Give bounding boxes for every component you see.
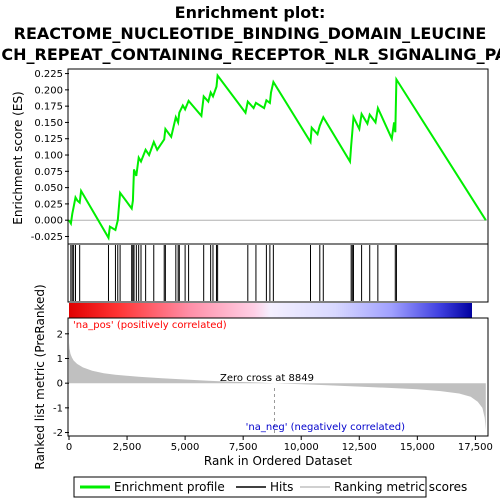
es-panel-frame	[67, 68, 489, 245]
hits-panel-frame	[67, 243, 489, 303]
legend-enrichment-label: Enrichment profile	[114, 480, 225, 494]
rank-color-bar-fill	[69, 303, 472, 318]
pos-correlated-label: 'na_pos' (positively correlated)	[73, 320, 227, 331]
legend: Enrichment profile Hits Ranking metric s…	[73, 476, 467, 498]
es-y-tick-label: 0.000	[34, 216, 63, 227]
enrichment-profile-line	[68, 72, 487, 241]
es-panel: 0.225 0.200 0.175 0.150 0.125 0.100 0.075 0.050…	[11, 68, 489, 245]
hits-panel	[67, 243, 489, 303]
es-y-tick-label: 0.075	[34, 167, 63, 178]
metric-y-tick-label: 1	[57, 354, 63, 365]
metric-y-tick-label: -2	[53, 428, 63, 439]
x-tick-label: 15,000	[400, 442, 435, 453]
es-y-ticks: 0.225 0.200 0.175 0.150 0.125 0.100 0.075 0.050…	[31, 69, 69, 243]
title-line-2: REACTOME_NUCLEOTIDE_BINDING_DOMAIN_LEUCI…	[14, 24, 487, 43]
x-tick-label: 2,500	[113, 442, 142, 453]
x-tick-label: 10,000	[284, 442, 319, 453]
es-y-axis-label: Enrichment score (ES)	[11, 91, 25, 224]
ranking-metric-area	[69, 342, 486, 431]
x-tick-label: 7,500	[229, 442, 258, 453]
title-line-3: RICH_REPEAT_CONTAINING_RECEPTOR_NLR_SIGN…	[0, 45, 500, 64]
metric-y-tick-label: 0	[57, 379, 63, 390]
metric-y-ticks: 2 1 0 -1 -2	[53, 329, 69, 439]
neg-correlated-label: 'na_neg' (negatively correlated)	[246, 422, 405, 433]
legend-ranking-label: Ranking metric scores	[334, 480, 467, 494]
es-y-tick-label: 0.225	[34, 69, 63, 80]
es-y-tick-label: 0.150	[34, 118, 63, 129]
es-y-tick-label: 0.175	[34, 102, 63, 113]
metric-panel: 2 1 0 -1 -2 0 2,500 5,000 7,500 10,000 12,500 15,0…	[33, 284, 493, 469]
x-axis-label: Rank in Ordered Dataset	[204, 454, 352, 468]
es-y-tick-label: 0.200	[34, 85, 63, 96]
title-line-1: Enrichment plot:	[175, 3, 326, 22]
es-y-tick-label: 0.125	[34, 134, 63, 145]
x-tick-label: 5,000	[171, 442, 200, 453]
metric-y-tick-label: -1	[53, 403, 63, 414]
x-tick-label: 12,500	[342, 442, 377, 453]
es-y-tick-label: 0.050	[34, 183, 63, 194]
metric-y-tick-label: 2	[57, 329, 63, 340]
hit-marks	[70, 245, 397, 301]
legend-hits-label: Hits	[270, 480, 293, 494]
rank-color-bar	[69, 303, 472, 318]
x-tick-label: 0	[66, 442, 72, 453]
metric-y-axis-label: Ranked list metric (PreRanked)	[33, 284, 47, 469]
metric-x-ticks: 0 2,500 5,000 7,500 10,000 12,500 15,000 17,500	[66, 436, 493, 453]
x-tick-label: 17,500	[458, 442, 493, 453]
es-y-tick-label: 0.025	[34, 199, 63, 210]
es-y-tick-label: 0.100	[34, 151, 63, 162]
zero-cross-label: Zero cross at 8849	[220, 373, 314, 384]
es-y-tick-label: -0.025	[31, 232, 63, 243]
